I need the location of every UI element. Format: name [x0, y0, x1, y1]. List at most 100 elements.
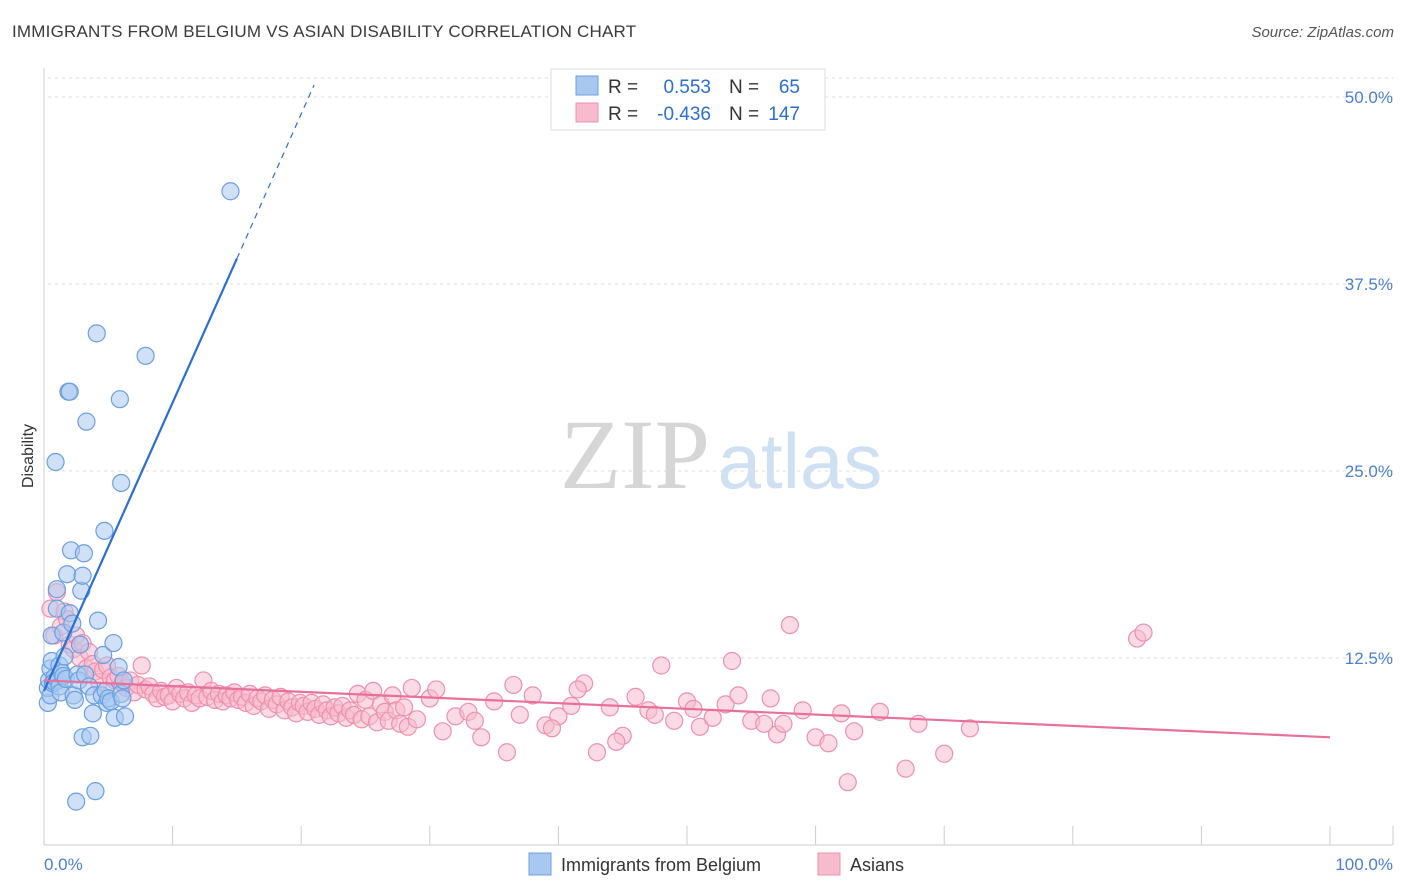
correlation-legend: R = 0.553 N = 65 R = -0.436 N = 147 — [550, 68, 826, 131]
bottom-legend-swatch-pink — [817, 852, 841, 876]
x-tick-label-100: 100.0% — [1335, 855, 1393, 874]
belgium-point-58 — [114, 671, 133, 690]
belgium-trendline — [42, 258, 238, 692]
belgium-points — [38, 182, 240, 811]
asians-point-97 — [407, 710, 427, 729]
asians-point-104 — [497, 743, 517, 762]
asians-point-127 — [793, 701, 812, 720]
belgium-point-44 — [86, 782, 105, 801]
source-note: Source: ZipAtlas.com — [1251, 24, 1394, 41]
y-axis-title: Disability — [20, 424, 37, 488]
legend-n-value-blue: 65 — [779, 77, 800, 98]
asians-point-121 — [716, 695, 735, 714]
belgium-point-11 — [47, 580, 66, 599]
bottom-legend-swatch-blue — [528, 852, 552, 876]
legend-swatch-pink — [575, 102, 599, 123]
belgium-point-33 — [70, 635, 90, 654]
asians-point-150 — [838, 773, 857, 792]
legend-r-value-pink: -0.436 — [657, 104, 711, 125]
belgium-point-37 — [74, 544, 93, 563]
asians-point-149 — [774, 714, 793, 733]
bottom-legend-label-blue: Immigrants from Belgium — [561, 855, 761, 875]
x-tick-label-0: 0.0% — [44, 855, 83, 874]
asians-point-145 — [645, 705, 664, 724]
belgium-point-30 — [67, 792, 86, 811]
belgium-point-61 — [110, 390, 129, 409]
legend-n-label-blue: N = — [729, 77, 759, 98]
belgium-point-10 — [46, 452, 65, 472]
belgium-point-57 — [113, 689, 132, 708]
belgium-point-39 — [77, 412, 96, 431]
belgium-point-46 — [88, 611, 108, 630]
asians-points — [41, 583, 1153, 792]
asians-point-96 — [402, 678, 421, 698]
asians-point-129 — [819, 734, 838, 753]
asians-point-122 — [729, 686, 748, 705]
watermark-zip: ZIP — [560, 399, 710, 510]
asians-point-138 — [1134, 623, 1153, 642]
asians-point-140 — [465, 711, 484, 730]
belgium-point-62 — [112, 473, 131, 493]
asians-point-133 — [896, 759, 915, 778]
y-tick-label-25: 25.0% — [1345, 462, 1393, 481]
belgium-point-60 — [104, 633, 123, 653]
belgium-point-59 — [115, 707, 135, 726]
y-tick-label-50: 50.0% — [1345, 88, 1393, 107]
belgium-point-41 — [81, 726, 100, 745]
asians-point-26 — [132, 656, 151, 675]
asians-point-126 — [780, 615, 799, 635]
asians-point-130 — [832, 704, 851, 723]
y-tick-labels: 12.5% 25.0% 37.5% 50.0% — [1345, 88, 1393, 668]
legend-n-value-pink: 147 — [768, 104, 800, 125]
belgium-point-63 — [136, 346, 155, 365]
asians-point-124 — [755, 714, 774, 733]
belgium-point-48 — [94, 645, 113, 665]
belgium-point-45 — [87, 324, 106, 343]
legend-r-value-blue: 0.553 — [663, 77, 711, 98]
legend-n-label-pink: N = — [729, 104, 759, 125]
legend-swatch-blue — [575, 75, 599, 96]
asians-point-147 — [722, 651, 742, 671]
asians-point-106 — [523, 686, 542, 705]
asians-point-142 — [542, 719, 562, 738]
belgium-point-35 — [73, 566, 92, 585]
belgium-point-42 — [83, 704, 102, 723]
y-tick-label-37.5: 37.5% — [1345, 275, 1393, 294]
bottom-legend-label-pink: Asians — [850, 855, 904, 875]
axes — [43, 68, 1394, 846]
asians-point-94 — [394, 698, 414, 717]
asians-point-116 — [652, 656, 671, 675]
legend-r-label-pink: R = — [608, 104, 638, 125]
watermark: ZIP atlas — [560, 399, 882, 510]
legend-r-label-blue: R = — [608, 77, 638, 98]
belgium-point-64 — [221, 182, 240, 201]
trendlines — [42, 84, 1331, 739]
belgium-point-22 — [58, 565, 77, 584]
asians-point-135 — [935, 744, 954, 763]
belgium-point-29 — [65, 690, 84, 709]
asians-point-136 — [960, 719, 980, 738]
asians-point-131 — [845, 722, 864, 741]
asians-point-102 — [472, 728, 491, 747]
asians-point-143 — [568, 680, 587, 699]
asians-point-99 — [433, 722, 452, 741]
asians-point-105 — [510, 705, 529, 724]
asians-point-109 — [562, 696, 581, 715]
series-legend: Immigrants from Belgium Asians — [528, 852, 904, 876]
asians-trendline — [43, 679, 1331, 739]
gridlines — [48, 77, 1393, 659]
asians-point-112 — [600, 698, 619, 717]
belgium-trendline-extension — [236, 84, 315, 259]
asians-point-144 — [607, 732, 626, 751]
belgium-point-49 — [95, 521, 114, 540]
asians-point-120 — [703, 708, 722, 727]
asians-point-148 — [761, 689, 780, 708]
y-tick-label-12.5: 12.5% — [1345, 649, 1393, 668]
asians-point-141 — [504, 675, 523, 695]
asians-point-114 — [626, 687, 645, 706]
asians-point-117 — [665, 711, 684, 730]
watermark-atlas: atlas — [718, 417, 883, 505]
chart-title: IMMIGRANTS FROM BELGIUM VS ASIAN DISABIL… — [12, 22, 637, 41]
belgium-point-24 — [60, 382, 79, 401]
